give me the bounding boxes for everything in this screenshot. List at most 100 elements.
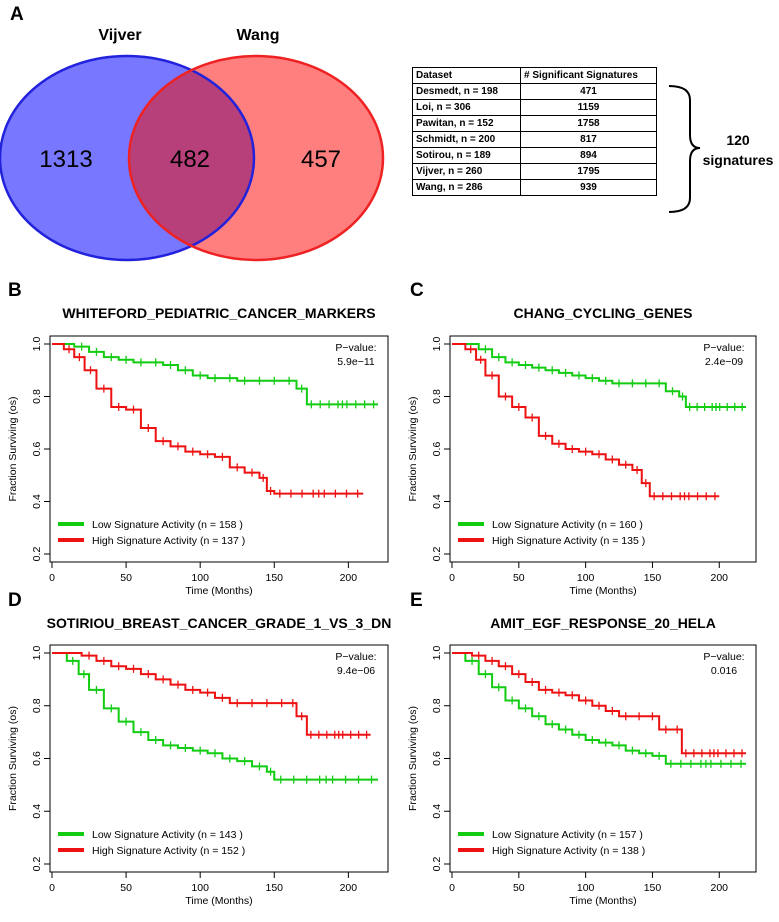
- table-brace: [668, 85, 701, 213]
- panel-label-b: B: [8, 280, 22, 301]
- table-cell-count: 1159: [520, 99, 657, 116]
- y-tick-label: 0.4: [431, 804, 443, 819]
- x-tick-label: 200: [340, 572, 358, 584]
- y-tick-label: 0.4: [431, 494, 443, 509]
- y-axis-label: Fraction Surviving (os): [7, 396, 19, 501]
- venn-right-title: Wang: [237, 27, 280, 44]
- y-tick-label: 0.8: [431, 389, 443, 404]
- x-tick-label: 100: [577, 572, 595, 584]
- x-tick-label: 50: [513, 882, 525, 894]
- x-tick-label: 150: [644, 882, 662, 894]
- table-cell-count: 894: [520, 147, 657, 164]
- y-tick-label: 0.6: [31, 442, 43, 457]
- table-cell-dataset: Desmedt, n = 198: [412, 83, 521, 100]
- x-tick-label: 150: [266, 572, 284, 584]
- legend-entry: Low Signature Activity (n = 143 ): [92, 829, 243, 841]
- y-axis-label: Fraction Surviving (os): [407, 706, 419, 811]
- series-line-high: [52, 652, 371, 736]
- signature-table: Dataset # Significant Signatures Desmedt…: [412, 67, 657, 196]
- table-cell-count: 1758: [520, 115, 657, 132]
- y-axis-label: Fraction Surviving (os): [407, 396, 419, 501]
- x-tick-label: 100: [577, 882, 595, 894]
- table-row: Pawitan, n = 152 1758: [412, 115, 657, 132]
- y-tick-label: 0.8: [31, 698, 43, 713]
- legend-entry: High Signature Activity (n = 138 ): [492, 845, 645, 857]
- y-tick-label: 1.0: [31, 337, 43, 352]
- table-row: Desmedt, n = 198 471: [412, 83, 657, 100]
- survival-panels: B WHITEFORD_PEDIATRIC_CANCER_MARKERS 0 50 10…: [7, 280, 757, 907]
- y-tick-label: 0.2: [431, 547, 443, 562]
- panel-label-e: E: [410, 590, 423, 611]
- x-axis-label: Time (Months): [569, 895, 636, 907]
- venn-left-outline: [0, 54, 256, 262]
- venn-diagram: [0, 54, 385, 262]
- y-tick-label: 0.8: [31, 389, 43, 404]
- x-axis-label: Time (Months): [185, 585, 252, 597]
- y-tick-label: 1.0: [431, 337, 443, 352]
- table-header-row: Dataset # Significant Signatures: [412, 67, 657, 84]
- series-line-high: [52, 343, 364, 495]
- pvalue-label: P−value:: [335, 342, 376, 354]
- legend-entry: High Signature Activity (n = 135 ): [492, 535, 645, 547]
- y-tick-label: 0.6: [431, 442, 443, 457]
- y-tick-label: 0.2: [31, 857, 43, 872]
- series-line-low: [452, 343, 746, 408]
- table-cell-count: 817: [520, 131, 657, 148]
- x-tick-label: 200: [711, 882, 729, 894]
- brace-label-text: signatures: [703, 152, 774, 168]
- y-tick-label: 0.6: [31, 751, 43, 766]
- y-tick-label: 0.8: [431, 698, 443, 713]
- brace-label-count: 120: [726, 132, 750, 148]
- table-row: Sotirou, n = 189 894: [412, 147, 657, 164]
- table-cell-dataset: Pawitan, n = 152: [412, 115, 521, 132]
- pvalue-value: 5.9e−11: [337, 356, 375, 368]
- table-cell-count: 471: [520, 83, 657, 100]
- table-row: Vijver, n = 260 1795: [412, 163, 657, 180]
- table-cell-dataset: Wang, n = 286: [412, 179, 521, 196]
- y-tick-label: 1.0: [431, 646, 443, 661]
- x-tick-label: 50: [120, 882, 132, 894]
- table-row: Wang, n = 286 939: [412, 179, 657, 196]
- pvalue-value: 2.4e−09: [705, 356, 743, 368]
- venn-left-title: Vijver: [98, 27, 141, 44]
- venn-left-count: 1313: [39, 146, 92, 173]
- x-axis-label: Time (Months): [185, 895, 252, 907]
- series-line-low: [52, 652, 378, 781]
- y-tick-label: 0.4: [31, 804, 43, 819]
- survival-chart-d: D SOTIRIOU_BREAST_CANCER_GRADE_1_VS_3_DN 0…: [7, 590, 391, 907]
- venn-right-count: 457: [301, 146, 341, 173]
- series-line-high: [452, 343, 720, 498]
- y-tick-label: 0.2: [31, 547, 43, 562]
- series-line-high: [452, 652, 746, 755]
- pvalue-value: 9.4e−06: [337, 665, 375, 677]
- x-tick-label: 100: [191, 572, 209, 584]
- venn-overlap-region: [129, 56, 254, 260]
- panel-label-d: D: [8, 590, 22, 611]
- chart-title: SOTIRIOU_BREAST_CANCER_GRADE_1_VS_3_DN: [47, 615, 392, 631]
- legend-entry: Low Signature Activity (n = 157 ): [492, 829, 643, 841]
- x-tick-label: 0: [49, 882, 55, 894]
- pvalue-value: 0.016: [711, 665, 737, 677]
- y-tick-label: 0.2: [431, 857, 443, 872]
- series-line-low: [52, 343, 378, 406]
- x-tick-label: 150: [644, 572, 662, 584]
- panel-label-c: C: [410, 280, 424, 301]
- table-row: Schmidt, n = 200 817: [412, 131, 657, 148]
- table-row: Loi, n = 306 1159: [412, 99, 657, 116]
- survival-chart-b: B WHITEFORD_PEDIATRIC_CANCER_MARKERS 0 50 10…: [7, 280, 389, 597]
- legend-entry: Low Signature Activity (n = 160 ): [492, 519, 643, 531]
- pvalue-label: P−value:: [703, 342, 744, 354]
- x-tick-label: 0: [449, 572, 455, 584]
- x-tick-label: 0: [49, 572, 55, 584]
- y-tick-label: 0.4: [31, 494, 43, 509]
- table-header-count: # Significant Signatures: [520, 67, 657, 84]
- x-tick-label: 50: [513, 572, 525, 584]
- survival-chart-c: C CHANG_CYCLING_GENES 0 50 100 150 200 Time (Mo…: [407, 280, 757, 597]
- x-axis-label: Time (Months): [569, 585, 636, 597]
- panel-label-a: A: [10, 4, 24, 25]
- y-tick-label: 1.0: [31, 646, 43, 661]
- legend-entry: High Signature Activity (n = 137 ): [92, 535, 245, 547]
- legend-entry: Low Signature Activity (n = 158 ): [92, 519, 243, 531]
- pvalue-label: P−value:: [335, 651, 376, 663]
